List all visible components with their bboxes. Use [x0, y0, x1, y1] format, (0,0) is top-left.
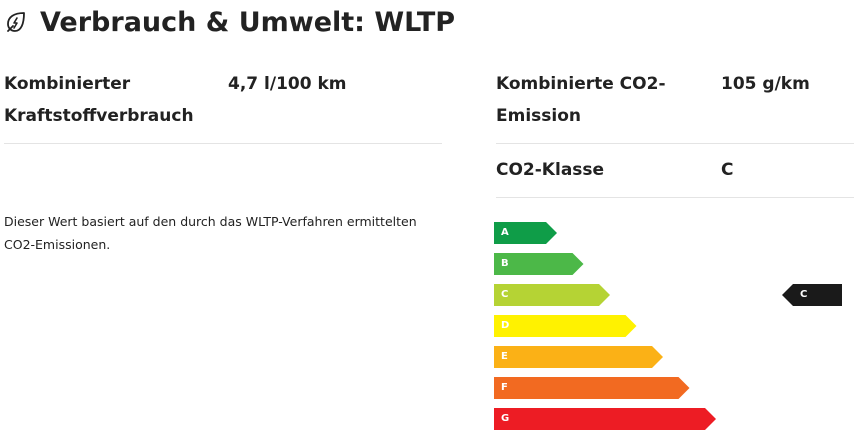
efficiency-bar-letter: C — [501, 289, 509, 300]
divider — [4, 143, 442, 144]
co2-emission-label-line2: Emission — [496, 106, 581, 126]
wltp-note-line1: Dieser Wert basiert auf den durch das WL… — [4, 214, 417, 229]
fuel-consumption-label-line1: Kombinierter — [4, 74, 131, 94]
efficiency-bar-g: G — [494, 408, 716, 430]
efficiency-bar-letter: A — [501, 227, 509, 238]
efficiency-bar-d: D — [494, 315, 637, 337]
efficiency-bar-b: B — [494, 253, 584, 275]
efficiency-bar-letter: B — [501, 258, 509, 269]
fuel-consumption-value: 4,7 l/100 km — [228, 74, 347, 94]
co2-emission-label: Kombinierte CO2- Emission — [496, 68, 706, 132]
efficiency-bar-letter: F — [501, 382, 508, 393]
wltp-note-line2: CO2-Emissionen. — [4, 237, 111, 252]
fuel-consumption-label-line2: Kraftstoffverbrauch — [4, 106, 194, 126]
efficiency-bar-c: C — [494, 284, 610, 306]
co2-efficiency-scale: A B C C D E F G — [494, 220, 854, 434]
efficiency-bar-letter: G — [501, 413, 510, 424]
efficiency-bar-a: A — [494, 222, 557, 244]
co2-emission-value: 105 g/km — [721, 74, 810, 94]
divider — [496, 143, 854, 144]
efficiency-bar-f: F — [494, 377, 690, 399]
efficiency-bar-letter: E — [501, 351, 508, 362]
section-header: Verbrauch & Umwelt: WLTP — [4, 2, 455, 42]
divider — [496, 197, 854, 198]
co2-class-value: C — [721, 160, 734, 180]
co2-emission-label-line1: Kombinierte CO2- — [496, 74, 666, 94]
efficiency-bar-letter: D — [501, 320, 510, 331]
fuel-consumption-label: Kombinierter Kraftstoffverbrauch — [4, 68, 204, 132]
wltp-note: Dieser Wert basiert auf den durch das WL… — [4, 210, 454, 256]
active-class-pointer-letter: C — [800, 289, 808, 300]
efficiency-bar-e: E — [494, 346, 663, 368]
active-class-pointer: C — [782, 284, 842, 306]
page-title: Verbrauch & Umwelt: WLTP — [40, 6, 456, 38]
co2-class-label: CO2-Klasse — [496, 160, 605, 180]
leaf-energy-icon — [7, 12, 25, 32]
